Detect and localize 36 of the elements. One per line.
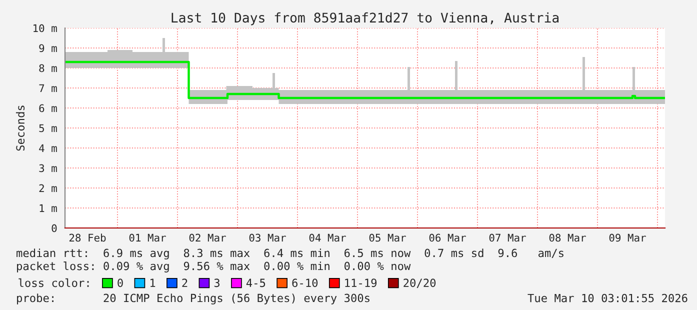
text: probe: 20 ICMP Echo Pings (56 Bytes) every 300s [17, 294, 370, 304]
x-tick-label: 06 Mar [429, 234, 466, 242]
y-axis-title: Seconds [16, 106, 25, 151]
y-tick-label: 8 m [39, 64, 57, 72]
y-tick-label: 4 m [39, 144, 57, 152]
legend-label: 6-10 [292, 278, 318, 288]
x-tick-label: 28 Feb [69, 234, 106, 242]
legend-label: 2 [182, 278, 188, 287]
x-tick-label: 08 Mar [549, 234, 586, 242]
x-tick-label: 03 Mar [249, 234, 286, 242]
y-tick-label: 3 m [39, 164, 57, 172]
y-tick-label: 9 m [39, 44, 57, 52]
y-tick-label: 0 [52, 224, 57, 232]
x-tick-label: 02 Mar [189, 234, 226, 242]
text: Tue Mar 10 03:01:55 2026 [528, 294, 688, 302]
text: packet loss: 0.09 % avg 9.56 % max 0.00 % min 0.00 % now [17, 262, 411, 272]
y-tick-label: 6 m [39, 104, 57, 112]
legend-label: 11-19 [345, 278, 377, 288]
x-tick-label: 04 Mar [309, 234, 346, 242]
y-tick-label: 2 m [39, 184, 57, 192]
legend-label: 0 [118, 278, 123, 288]
legend-label: 1 [150, 278, 156, 287]
legend-label: 4-5 [246, 278, 266, 288]
chart-title: Last 10 Days from 8591aaf21d27 to Vienna, Austria [172, 12, 559, 26]
y-tick-label: 1 m [40, 204, 57, 212]
y-tick-label: 7 m [39, 84, 57, 92]
legend-title: loss color: [18, 278, 89, 288]
legend-label: 20/20 [404, 278, 436, 288]
y-tick-label: 10 m [34, 24, 57, 32]
y-tick-label: 5 m [39, 124, 57, 132]
x-tick-label: 09 Mar [609, 234, 646, 242]
x-tick-label: 05 Mar [369, 234, 406, 242]
x-tick-label: 07 Mar [489, 234, 526, 242]
text: median rtt: 6.9 ms avg 8.3 ms max 6.4 ms min 6.5 ms now 0.7 ms sd 9.6 am/s [16, 248, 564, 260]
x-tick-label: 01 Mar [129, 234, 166, 242]
legend-label: 3 [214, 278, 220, 288]
